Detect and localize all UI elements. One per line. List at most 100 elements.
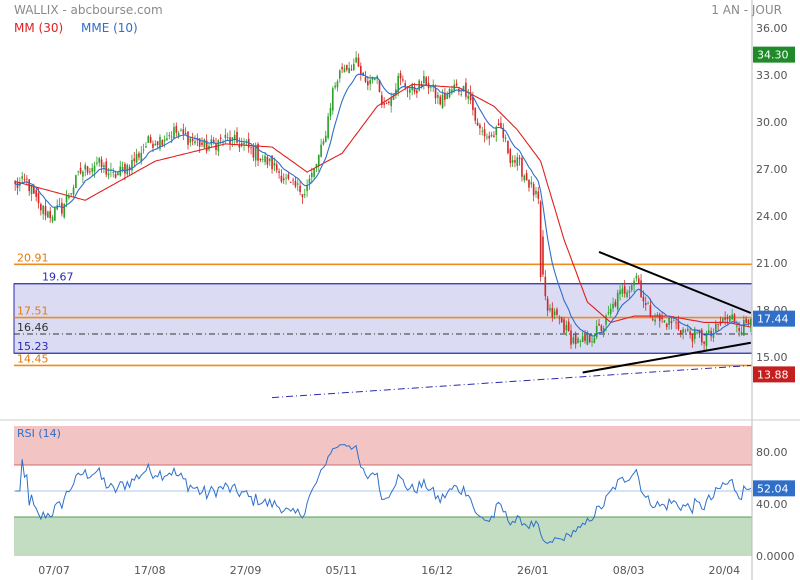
candle-body	[355, 57, 357, 63]
y-tick-label: 15.00	[756, 351, 788, 364]
candle-body	[124, 163, 126, 174]
candle-body	[177, 133, 180, 137]
candle-body	[703, 341, 705, 344]
candle-body	[180, 129, 182, 131]
candle-body	[532, 184, 535, 196]
candle-body	[322, 141, 325, 145]
candle-body	[303, 194, 306, 196]
candle-body	[553, 311, 556, 316]
candle-body	[444, 92, 446, 100]
candle-body	[661, 317, 663, 320]
candle-body	[481, 130, 484, 132]
candle-body	[280, 175, 283, 182]
candle-body	[100, 159, 103, 168]
candle-body	[490, 134, 493, 137]
candle-body	[121, 166, 124, 171]
candle-body	[493, 135, 495, 138]
candle-body	[103, 165, 105, 168]
candle-body	[630, 285, 633, 291]
candle-body	[740, 331, 743, 335]
candle-body	[616, 292, 619, 310]
candle-body	[89, 171, 91, 173]
candle-body	[84, 164, 87, 170]
price-level-label: 17.51	[17, 305, 49, 318]
candle-body	[68, 196, 70, 199]
candle-body	[301, 194, 304, 198]
candle-body	[733, 314, 736, 324]
price-badge-high	[753, 46, 795, 63]
candle-body	[114, 173, 117, 178]
candle-body	[598, 323, 600, 326]
candle-body	[168, 135, 171, 137]
candle-body	[159, 136, 161, 149]
candle-body	[724, 317, 726, 320]
candle-body	[252, 146, 255, 158]
rsi-oversold-zone	[14, 517, 752, 556]
candle-body	[30, 186, 33, 195]
price-level-label: 14.45	[17, 352, 49, 365]
candle-body	[635, 275, 638, 279]
x-tick-label: 20/04	[708, 564, 740, 577]
candle-body	[712, 333, 715, 338]
candle-body	[282, 178, 285, 181]
candle-body	[602, 328, 605, 334]
candle-body	[497, 123, 500, 126]
candle-body	[479, 124, 481, 129]
candle-body	[343, 68, 346, 73]
candle-body	[42, 205, 45, 214]
candle-body	[537, 191, 540, 199]
candle-body	[668, 317, 670, 325]
candle-body	[254, 147, 257, 161]
x-tick-label: 16/12	[421, 564, 453, 577]
candle-body	[51, 217, 54, 222]
candle-body	[556, 309, 558, 315]
candle-body	[707, 330, 710, 334]
candle-body	[296, 183, 299, 185]
chart-period[interactable]: 1 AN - JOUR	[711, 3, 782, 17]
candle-body	[511, 160, 514, 163]
candle-body	[612, 303, 614, 309]
candle-body	[672, 320, 675, 322]
candle-body	[292, 179, 294, 181]
candle-body	[215, 144, 217, 150]
trendline	[598, 251, 752, 314]
candle-body	[189, 138, 192, 143]
candle-body	[483, 129, 486, 137]
candle-body	[663, 320, 666, 323]
candle-body	[75, 175, 77, 189]
candle-body	[338, 70, 341, 79]
candle-body	[392, 93, 395, 100]
candle-body	[514, 160, 516, 163]
candle-body	[268, 158, 271, 162]
trendline	[272, 364, 751, 399]
candle-body	[570, 330, 572, 345]
candle-body	[416, 90, 418, 94]
candle-body	[320, 144, 322, 157]
price-level-label: 20.91	[17, 251, 49, 264]
candle-body	[194, 141, 196, 144]
ema-line	[15, 73, 752, 337]
candle-body	[385, 103, 388, 105]
candle-body	[441, 94, 444, 108]
x-tick-label: 07/07	[38, 564, 70, 577]
candle-body	[679, 330, 682, 334]
candle-body	[145, 146, 147, 148]
candle-body	[579, 341, 582, 342]
candle-body	[423, 75, 425, 83]
candle-body	[425, 77, 428, 86]
candle-body	[418, 80, 421, 91]
candle-body	[563, 319, 565, 333]
candle-body	[726, 317, 729, 320]
candle-body	[644, 303, 647, 305]
candle-body	[257, 143, 259, 161]
candle-body	[572, 337, 575, 344]
candle-body	[23, 179, 26, 181]
candle-body	[243, 143, 245, 145]
candle-body	[184, 133, 187, 135]
candle-body	[259, 158, 262, 161]
y-tick-label: 33.00	[756, 69, 788, 82]
candle-body	[500, 122, 502, 129]
trendline	[582, 341, 752, 374]
candle-body	[628, 290, 631, 293]
